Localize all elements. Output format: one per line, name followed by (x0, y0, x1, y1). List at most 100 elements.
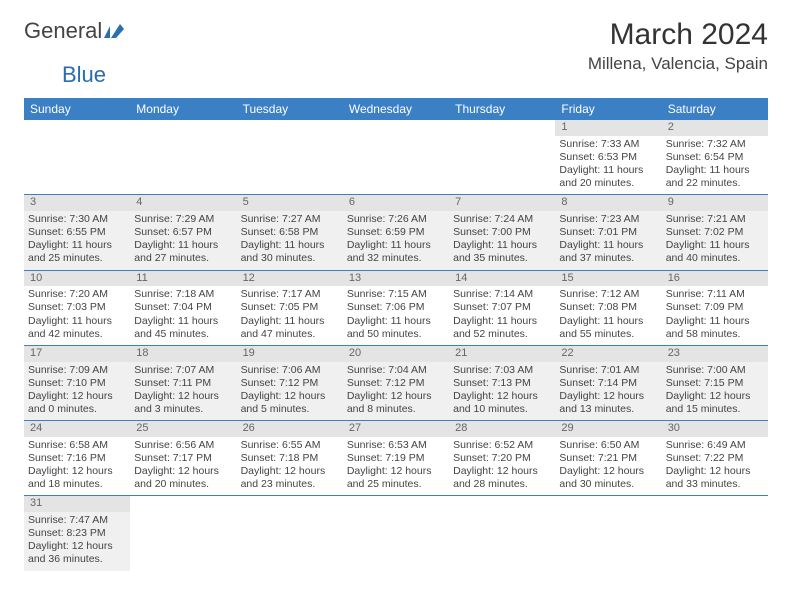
day-content: Sunrise: 7:24 AMSunset: 7:00 PMDaylight:… (453, 213, 551, 266)
calendar-cell: 22Sunrise: 7:01 AMSunset: 7:14 PMDayligh… (555, 345, 661, 420)
day-content: Sunrise: 7:00 AMSunset: 7:15 PMDaylight:… (666, 364, 764, 417)
day-number: 21 (449, 346, 555, 362)
day-number: 16 (662, 271, 768, 287)
day-number: 17 (24, 346, 130, 362)
day-number: 6 (343, 195, 449, 211)
day-content: Sunrise: 7:20 AMSunset: 7:03 PMDaylight:… (28, 288, 126, 341)
day-content: Sunrise: 7:23 AMSunset: 7:01 PMDaylight:… (559, 213, 657, 266)
calendar-cell: 12Sunrise: 7:17 AMSunset: 7:05 PMDayligh… (237, 270, 343, 345)
day-content: Sunrise: 7:11 AMSunset: 7:09 PMDaylight:… (666, 288, 764, 341)
day-number: 3 (24, 195, 130, 211)
weekday-wednesday: Wednesday (343, 98, 449, 120)
calendar-week-row: 10Sunrise: 7:20 AMSunset: 7:03 PMDayligh… (24, 270, 768, 345)
day-number: 4 (130, 195, 236, 211)
day-number: 14 (449, 271, 555, 287)
day-content: Sunrise: 6:50 AMSunset: 7:21 PMDaylight:… (559, 439, 657, 492)
day-number: 25 (130, 421, 236, 437)
day-content: Sunrise: 7:15 AMSunset: 7:06 PMDaylight:… (347, 288, 445, 341)
day-content: Sunrise: 7:29 AMSunset: 6:57 PMDaylight:… (134, 213, 232, 266)
calendar-week-row: 3 Sunrise: 7:30 AMSunset: 6:55 PMDaylight… (24, 195, 768, 270)
logo: General (24, 18, 124, 44)
day-number: 24 (24, 421, 130, 437)
weekday-saturday: Saturday (662, 98, 768, 120)
calendar-week-row: 17Sunrise: 7:09 AMSunset: 7:10 PMDayligh… (24, 345, 768, 420)
day-content: Sunrise: 6:53 AMSunset: 7:19 PMDaylight:… (347, 439, 445, 492)
day-content: Sunrise: 7:30 AMSunset: 6:55 PMDaylight:… (28, 213, 126, 266)
day-content: Sunrise: 6:52 AMSunset: 7:20 PMDaylight:… (453, 439, 551, 492)
day-number: 29 (555, 421, 661, 437)
logo-text-general: General (24, 18, 102, 44)
day-content: Sunrise: 7:32 AMSunset: 6:54 PMDaylight:… (666, 138, 764, 191)
calendar-cell: 26 Sunrise: 6:55 AMSunset: 7:18 PMDayligh… (237, 421, 343, 496)
day-number: 9 (662, 195, 768, 211)
day-content: Sunrise: 7:21 AMSunset: 7:02 PMDaylight:… (666, 213, 764, 266)
calendar-body: 1Sunrise: 7:33 AMSunset: 6:53 PMDaylight… (24, 120, 768, 571)
day-number: 7 (449, 195, 555, 211)
calendar-cell: 19Sunrise: 7:06 AMSunset: 7:12 PMDayligh… (237, 345, 343, 420)
day-number: 18 (130, 346, 236, 362)
calendar-cell: 11Sunrise: 7:18 AMSunset: 7:04 PMDayligh… (130, 270, 236, 345)
day-number: 8 (555, 195, 661, 211)
calendar-cell: 18 Sunrise: 7:07 AMSunset: 7:11 PMDayligh… (130, 345, 236, 420)
weekday-tuesday: Tuesday (237, 98, 343, 120)
calendar-cell (130, 120, 236, 195)
calendar-cell: 15Sunrise: 7:12 AMSunset: 7:08 PMDayligh… (555, 270, 661, 345)
calendar-cell: 31 Sunrise: 7:47 AMSunset: 8:23 PMDayligh… (24, 496, 130, 571)
day-number: 11 (130, 271, 236, 287)
day-number: 31 (24, 496, 130, 512)
day-number: 5 (237, 195, 343, 211)
calendar-cell: 5 Sunrise: 7:27 AMSunset: 6:58 PMDaylight… (237, 195, 343, 270)
calendar-cell (449, 120, 555, 195)
day-content: Sunrise: 7:04 AMSunset: 7:12 PMDaylight:… (347, 364, 445, 417)
day-number: 20 (343, 346, 449, 362)
calendar-cell: 9 Sunrise: 7:21 AMSunset: 7:02 PMDaylight… (662, 195, 768, 270)
day-content: Sunrise: 7:18 AMSunset: 7:04 PMDaylight:… (134, 288, 232, 341)
logo-flag-icon (104, 24, 124, 38)
day-number: 23 (662, 346, 768, 362)
day-content: Sunrise: 7:07 AMSunset: 7:11 PMDaylight:… (134, 364, 232, 417)
day-number: 10 (24, 271, 130, 287)
calendar-cell: 3 Sunrise: 7:30 AMSunset: 6:55 PMDaylight… (24, 195, 130, 270)
day-content: Sunrise: 7:01 AMSunset: 7:14 PMDaylight:… (559, 364, 657, 417)
calendar-cell: 6 Sunrise: 7:26 AMSunset: 6:59 PMDaylight… (343, 195, 449, 270)
day-content: Sunrise: 7:33 AMSunset: 6:53 PMDaylight:… (559, 138, 657, 191)
calendar-cell: 27 Sunrise: 6:53 AMSunset: 7:19 PMDayligh… (343, 421, 449, 496)
calendar-cell: 30 Sunrise: 6:49 AMSunset: 7:22 PMDayligh… (662, 421, 768, 496)
day-number: 12 (237, 271, 343, 287)
day-content: Sunrise: 7:12 AMSunset: 7:08 PMDaylight:… (559, 288, 657, 341)
day-content: Sunrise: 7:03 AMSunset: 7:13 PMDaylight:… (453, 364, 551, 417)
day-content: Sunrise: 6:56 AMSunset: 7:17 PMDaylight:… (134, 439, 232, 492)
calendar-cell: 13Sunrise: 7:15 AMSunset: 7:06 PMDayligh… (343, 270, 449, 345)
calendar-cell: 23 Sunrise: 7:00 AMSunset: 7:15 PMDayligh… (662, 345, 768, 420)
day-content: Sunrise: 7:26 AMSunset: 6:59 PMDaylight:… (347, 213, 445, 266)
day-content: Sunrise: 6:58 AMSunset: 7:16 PMDaylight:… (28, 439, 126, 492)
day-number: 27 (343, 421, 449, 437)
calendar-cell: 24 Sunrise: 6:58 AMSunset: 7:16 PMDayligh… (24, 421, 130, 496)
calendar-cell: 8 Sunrise: 7:23 AMSunset: 7:01 PMDaylight… (555, 195, 661, 270)
day-number: 26 (237, 421, 343, 437)
day-number: 30 (662, 421, 768, 437)
calendar-cell: 7 Sunrise: 7:24 AMSunset: 7:00 PMDaylight… (449, 195, 555, 270)
weekday-sunday: Sunday (24, 98, 130, 120)
day-content: Sunrise: 6:49 AMSunset: 7:22 PMDaylight:… (666, 439, 764, 492)
calendar-cell (662, 496, 768, 571)
calendar-table: Sunday Monday Tuesday Wednesday Thursday… (24, 98, 768, 571)
weekday-monday: Monday (130, 98, 236, 120)
calendar-cell (24, 120, 130, 195)
day-content: Sunrise: 7:27 AMSunset: 6:58 PMDaylight:… (241, 213, 339, 266)
weekday-friday: Friday (555, 98, 661, 120)
calendar-cell (237, 496, 343, 571)
calendar-page: General March 2024 Millena, Valencia, Sp… (0, 0, 792, 589)
day-content: Sunrise: 7:47 AMSunset: 8:23 PMDaylight:… (28, 514, 126, 567)
month-title: March 2024 (588, 18, 768, 52)
calendar-cell: 4 Sunrise: 7:29 AMSunset: 6:57 PMDaylight… (130, 195, 236, 270)
title-block: March 2024 Millena, Valencia, Spain (588, 18, 768, 74)
day-number: 19 (237, 346, 343, 362)
day-number: 15 (555, 271, 661, 287)
calendar-cell (130, 496, 236, 571)
day-number: 28 (449, 421, 555, 437)
calendar-cell: 29 Sunrise: 6:50 AMSunset: 7:21 PMDayligh… (555, 421, 661, 496)
calendar-cell: 20 Sunrise: 7:04 AMSunset: 7:12 PMDayligh… (343, 345, 449, 420)
calendar-cell: 1Sunrise: 7:33 AMSunset: 6:53 PMDaylight… (555, 120, 661, 195)
day-content: Sunrise: 6:55 AMSunset: 7:18 PMDaylight:… (241, 439, 339, 492)
